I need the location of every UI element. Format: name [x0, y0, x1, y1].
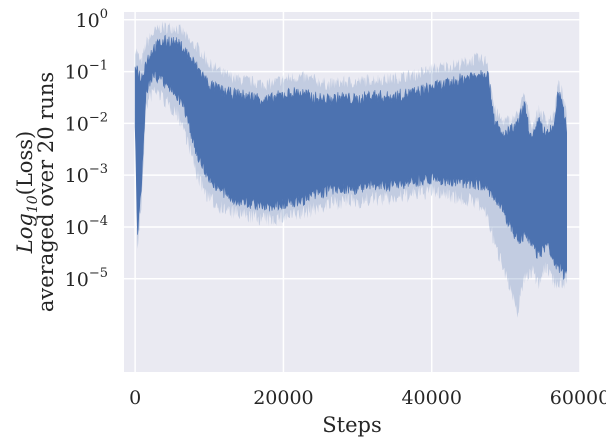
x-tick-label: 0 [129, 387, 141, 409]
x-tick-label: 20000 [253, 387, 313, 409]
y-axis-label: Log10(Loss) averaged over 20 runs [13, 72, 58, 312]
y-axis-label-line2: averaged over 20 runs [34, 72, 58, 312]
y-axis-label-rest: (Loss) [13, 131, 37, 196]
y-tick-label: 100 [76, 7, 108, 32]
svg-text:Log10(Loss): Log10(Loss) [13, 131, 41, 254]
y-tick-label: 10−3 [65, 162, 108, 187]
y-tick-label: 10−5 [65, 266, 108, 291]
y-tick-label: 10−2 [65, 110, 108, 135]
x-tick-label: 60000 [550, 387, 606, 409]
loss-series-area [134, 34, 567, 280]
x-tick-label: 40000 [401, 387, 461, 409]
loss-series [134, 34, 567, 280]
x-tick-labels: 0 20000 40000 60000 [129, 387, 606, 409]
y-tick-labels: 100 10−1 10−2 10−3 10−4 10−5 [65, 7, 108, 291]
y-tick-label: 10−4 [65, 214, 108, 239]
x-axis-label: Steps [322, 413, 381, 437]
y-axis-label-log: Log [13, 213, 37, 254]
y-axis-label-sub: 10 [25, 195, 41, 213]
y-tick-label: 10−1 [65, 59, 108, 84]
